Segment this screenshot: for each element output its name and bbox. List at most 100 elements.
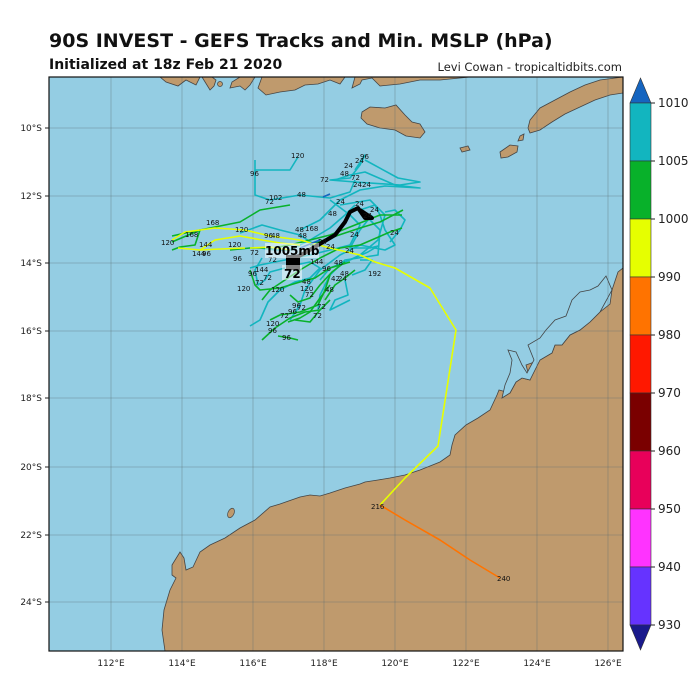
land-roti — [499, 144, 519, 159]
svg-text:96: 96 — [250, 170, 259, 178]
lat-axis: 10°S 12°S 14°S 16°S 18°S 20°S 22°S 24°S — [20, 124, 49, 608]
svg-text:120: 120 — [291, 152, 304, 160]
svg-text:24: 24 — [355, 200, 364, 208]
svg-text:72: 72 — [268, 256, 277, 264]
svg-text:950: 950 — [658, 502, 681, 516]
svg-text:24: 24 — [390, 229, 399, 237]
svg-text:24: 24 — [338, 275, 347, 283]
svg-text:72: 72 — [255, 279, 264, 287]
svg-text:24°S: 24°S — [20, 598, 42, 608]
svg-text:168: 168 — [305, 225, 318, 233]
land-lombok — [229, 77, 256, 91]
svg-text:48: 48 — [340, 270, 349, 278]
svg-text:124°E: 124°E — [523, 659, 551, 669]
svg-text:48: 48 — [334, 259, 343, 267]
svg-text:48: 48 — [298, 232, 307, 240]
land-flores — [351, 77, 471, 89]
svg-text:96: 96 — [360, 153, 369, 161]
land-sumbawa — [257, 77, 346, 96]
svg-text:72: 72 — [305, 291, 314, 299]
svg-text:72: 72 — [320, 176, 329, 184]
svg-text:96: 96 — [248, 270, 257, 278]
svg-text:116°E: 116°E — [239, 659, 267, 669]
colorbar-ticks: 1010 1005 1000 990 980 970 960 950 940 9… — [651, 96, 689, 632]
init-time: Initialized at 18z Feb 21 2020 — [49, 57, 283, 73]
svg-text:114°E: 114°E — [168, 659, 196, 669]
svg-text:120°E: 120°E — [381, 659, 409, 669]
svg-text:1010: 1010 — [658, 96, 689, 110]
svg-text:24: 24 — [355, 157, 364, 165]
svg-text:960: 960 — [658, 444, 681, 458]
svg-text:22°S: 22°S — [20, 531, 42, 541]
svg-text:48: 48 — [325, 286, 334, 294]
svg-text:120: 120 — [161, 239, 174, 247]
svg-text:120: 120 — [237, 285, 250, 293]
svg-text:14°S: 14°S — [20, 259, 42, 269]
svg-text:112°E: 112°E — [97, 659, 125, 669]
svg-text:96: 96 — [288, 308, 297, 316]
svg-text:20°S: 20°S — [20, 463, 42, 473]
svg-text:24: 24 — [363, 212, 372, 220]
svg-text:96: 96 — [202, 250, 211, 258]
label-216: 216 — [371, 503, 385, 511]
land-timor — [527, 77, 623, 134]
svg-text:12°S: 12°S — [20, 192, 42, 202]
svg-text:48: 48 — [271, 232, 280, 240]
svg-text:72: 72 — [313, 312, 322, 320]
svg-text:72: 72 — [263, 274, 272, 282]
pressure-colorbar — [629, 77, 652, 651]
svg-text:144: 144 — [310, 258, 324, 266]
svg-text:24: 24 — [344, 162, 353, 170]
svg-text:930: 930 — [658, 618, 681, 632]
chart-title: 90S INVEST - GEFS Tracks and Min. MSLP (… — [49, 30, 553, 52]
svg-text:120: 120 — [235, 226, 248, 234]
svg-text:48: 48 — [328, 210, 337, 218]
svg-text:168: 168 — [185, 231, 198, 239]
svg-text:96: 96 — [233, 255, 242, 263]
svg-text:96: 96 — [322, 265, 331, 273]
svg-text:118°E: 118°E — [310, 659, 338, 669]
svg-text:144: 144 — [192, 250, 206, 258]
svg-text:120: 120 — [228, 241, 241, 249]
svg-text:48: 48 — [295, 226, 304, 234]
svg-text:168: 168 — [206, 219, 219, 227]
svg-text:10°S: 10°S — [20, 124, 42, 134]
svg-text:144: 144 — [199, 241, 213, 249]
land-java-bali — [159, 77, 201, 87]
svg-text:24: 24 — [350, 231, 359, 239]
current-hour-label: 72 — [284, 267, 301, 281]
svg-text:120: 120 — [300, 285, 313, 293]
svg-text:102: 102 — [269, 194, 282, 202]
svg-text:24: 24 — [353, 181, 362, 189]
svg-text:72: 72 — [317, 303, 326, 311]
land-sumba — [360, 104, 426, 139]
svg-text:1000: 1000 — [658, 212, 689, 226]
graticule — [49, 77, 623, 651]
svg-text:120: 120 — [271, 286, 284, 294]
svg-text:24: 24 — [362, 181, 371, 189]
svg-text:72: 72 — [265, 198, 274, 206]
svg-text:42: 42 — [331, 275, 340, 283]
svg-text:96: 96 — [268, 327, 277, 335]
svg-text:144: 144 — [255, 266, 269, 274]
svg-text:126°E: 126°E — [594, 659, 622, 669]
credit: Levi Cowan - tropicaltidbits.com — [437, 60, 623, 74]
svg-text:72: 72 — [351, 174, 360, 182]
svg-text:192: 192 — [368, 270, 381, 278]
svg-text:120: 120 — [266, 320, 279, 328]
svg-text:96: 96 — [282, 334, 291, 342]
svg-text:24: 24 — [326, 243, 335, 251]
svg-text:122°E: 122°E — [452, 659, 480, 669]
svg-text:970: 970 — [658, 386, 681, 400]
svg-text:48: 48 — [302, 278, 311, 286]
lon-axis: 112°E 114°E 116°E 118°E 120°E 122°E 124°… — [97, 659, 622, 669]
svg-text:96: 96 — [264, 232, 273, 240]
label-240: 240 — [497, 575, 510, 583]
hour-labels: 120 96 102 72 48 72 48 24 24 96 72 24 24… — [161, 152, 399, 342]
svg-text:24: 24 — [336, 198, 345, 206]
svg-text:48: 48 — [297, 191, 306, 199]
svg-text:96: 96 — [292, 302, 301, 310]
svg-text:24: 24 — [370, 206, 379, 214]
svg-text:980: 980 — [658, 328, 681, 342]
